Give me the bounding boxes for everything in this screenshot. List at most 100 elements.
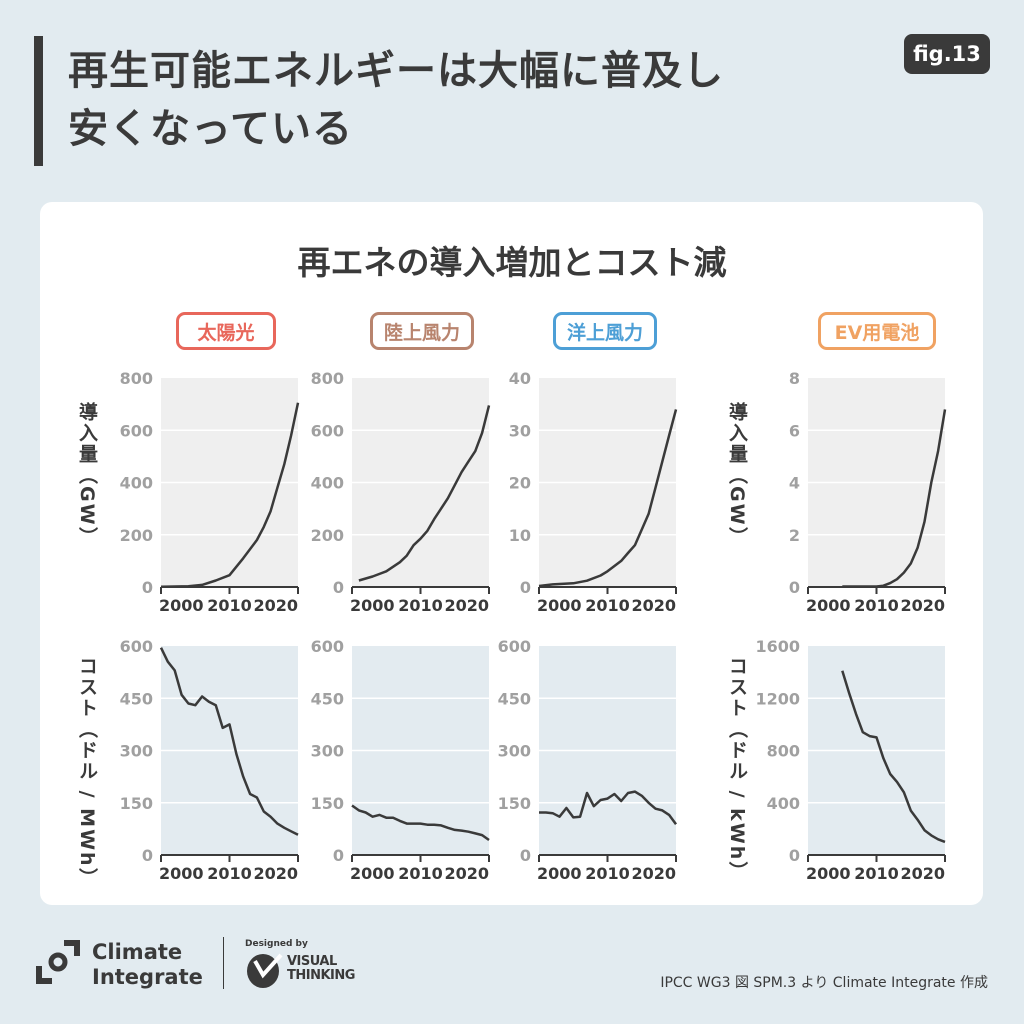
x-tick-label: 2010	[854, 864, 899, 883]
footer-divider	[223, 937, 224, 989]
series-line-install	[358, 405, 491, 582]
x-tick-label: 2020	[253, 864, 298, 883]
x-tick-label: 2020	[444, 596, 489, 615]
chart-install-2: 0 10 20 30 40 2000 2010 2020	[509, 369, 678, 615]
chart-cost-3: 0 400 800 1200 1600 2000 2010 2020	[755, 637, 946, 883]
source-note: IPCC WG3 図 SPM.3 より Climate Integrate 作成	[660, 975, 988, 991]
y-tick-label: 150	[311, 794, 344, 813]
chart-cost-0: 0 150 300 450 600 2000 2010 2020	[120, 637, 299, 883]
y-axis-label-install-right: 導入量（GW）	[726, 402, 748, 548]
visual-thinking-logo-text: VISUAL THINKING	[287, 955, 355, 983]
y-tick-label: 0	[142, 846, 153, 865]
chart-install-0: 0 200 400 600 800 2000 2010 2020	[120, 369, 300, 615]
y-tick-label: 0	[789, 846, 800, 865]
category-onshore-wind: 陸上風力	[370, 312, 474, 350]
y-axis-label-install-left: 導入量（GW）	[76, 402, 98, 548]
y-tick-label: 450	[311, 689, 344, 708]
x-tick-label: 2020	[631, 596, 676, 615]
page-title: 再生可能エネルギーは大幅に普及し 安くなっている	[68, 42, 724, 158]
category-ev-battery: EV用電池	[818, 312, 936, 350]
y-tick-label: 2	[789, 526, 800, 545]
logo-line-2: Integrate	[92, 965, 203, 989]
y-tick-label: 600	[120, 421, 153, 440]
x-tick-label: 2000	[537, 864, 582, 883]
title-accent-bar	[34, 36, 43, 166]
y-tick-label: 4	[789, 474, 800, 493]
category-solar: 太陽光	[176, 312, 276, 350]
x-tick-label: 2020	[900, 864, 945, 883]
y-tick-label: 0	[520, 578, 531, 597]
y-tick-label: 40	[509, 369, 531, 388]
y-tick-label: 600	[120, 637, 153, 656]
x-tick-label: 2020	[900, 596, 945, 615]
series-line-install	[160, 402, 300, 588]
series-line-cost	[159, 647, 299, 836]
y-tick-label: 150	[120, 794, 153, 813]
y-tick-label: 0	[142, 578, 153, 597]
category-offshore-wind: 洋上風力	[553, 312, 657, 350]
x-tick-label: 2000	[350, 864, 395, 883]
y-tick-label: 400	[311, 474, 344, 493]
x-tick-label: 2010	[398, 864, 443, 883]
series-line-cost	[539, 790, 678, 826]
y-tick-label: 600	[311, 637, 344, 656]
x-tick-label: 2020	[631, 864, 676, 883]
y-tick-label: 6	[789, 421, 800, 440]
x-tick-label: 2010	[585, 596, 630, 615]
y-tick-label: 0	[333, 578, 344, 597]
title-line-1: 再生可能エネルギーは大幅に普及し	[68, 48, 724, 94]
y-tick-label: 300	[311, 742, 344, 761]
y-tick-label: 800	[767, 742, 800, 761]
designed-by-label: Designed by	[245, 939, 308, 949]
chart-cost-1: 0 150 300 450 600 2000 2010 2020	[311, 637, 490, 883]
chart-title: 再エネの導入増加とコスト減	[297, 243, 727, 282]
x-tick-label: 2000	[350, 596, 395, 615]
y-tick-label: 8	[789, 369, 800, 388]
y-tick-label: 0	[789, 578, 800, 597]
x-tick-label: 2010	[854, 596, 899, 615]
series-line-install	[842, 409, 947, 588]
y-tick-label: 450	[120, 689, 153, 708]
visual-thinking-logo-icon	[247, 953, 283, 988]
y-tick-label: 20	[509, 474, 531, 493]
x-tick-label: 2000	[159, 864, 204, 883]
chart-install-1: 0 200 400 600 800 2000 2010 2020	[311, 369, 491, 615]
x-tick-label: 2010	[585, 864, 630, 883]
x-tick-label: 2000	[806, 596, 851, 615]
y-tick-label: 400	[120, 474, 153, 493]
x-tick-label: 2010	[207, 864, 252, 883]
series-line-cost	[351, 804, 490, 842]
y-tick-label: 0	[520, 846, 531, 865]
chart-install-3: 0 2 4 6 8 2000 2010 2020	[789, 369, 947, 615]
y-tick-label: 200	[311, 526, 344, 545]
logo-line-1: Climate	[92, 940, 183, 964]
series-line-cost	[841, 670, 946, 844]
x-tick-label: 2000	[806, 864, 851, 883]
y-tick-label: 1600	[755, 637, 800, 656]
climate-integrate-logo-icon	[36, 940, 80, 984]
y-tick-label: 450	[498, 689, 531, 708]
y-tick-label: 10	[509, 526, 531, 545]
title-line-2: 安くなっている	[68, 106, 353, 152]
x-tick-label: 2020	[253, 596, 298, 615]
y-tick-label: 30	[509, 421, 531, 440]
y-tick-label: 600	[498, 637, 531, 656]
y-axis-label-cost-right: コスト（ドル / kWh）	[726, 656, 748, 883]
figure-badge: fig.13	[904, 34, 990, 74]
y-tick-label: 300	[120, 742, 153, 761]
x-tick-label: 2000	[537, 596, 582, 615]
y-tick-label: 800	[311, 369, 344, 388]
climate-integrate-logo-text: Climate Integrate	[92, 940, 203, 990]
y-tick-label: 800	[120, 369, 153, 388]
y-tick-label: 150	[498, 794, 531, 813]
y-tick-label: 400	[767, 794, 800, 813]
x-tick-label: 2010	[207, 596, 252, 615]
vt-line-2: THINKING	[287, 968, 355, 983]
x-tick-label: 2020	[444, 864, 489, 883]
y-tick-label: 600	[311, 421, 344, 440]
vt-line-1: VISUAL	[287, 954, 337, 969]
y-tick-label: 300	[498, 742, 531, 761]
y-tick-label: 1200	[755, 689, 800, 708]
y-axis-label-cost-left: コスト（ドル / MWh）	[76, 656, 98, 889]
